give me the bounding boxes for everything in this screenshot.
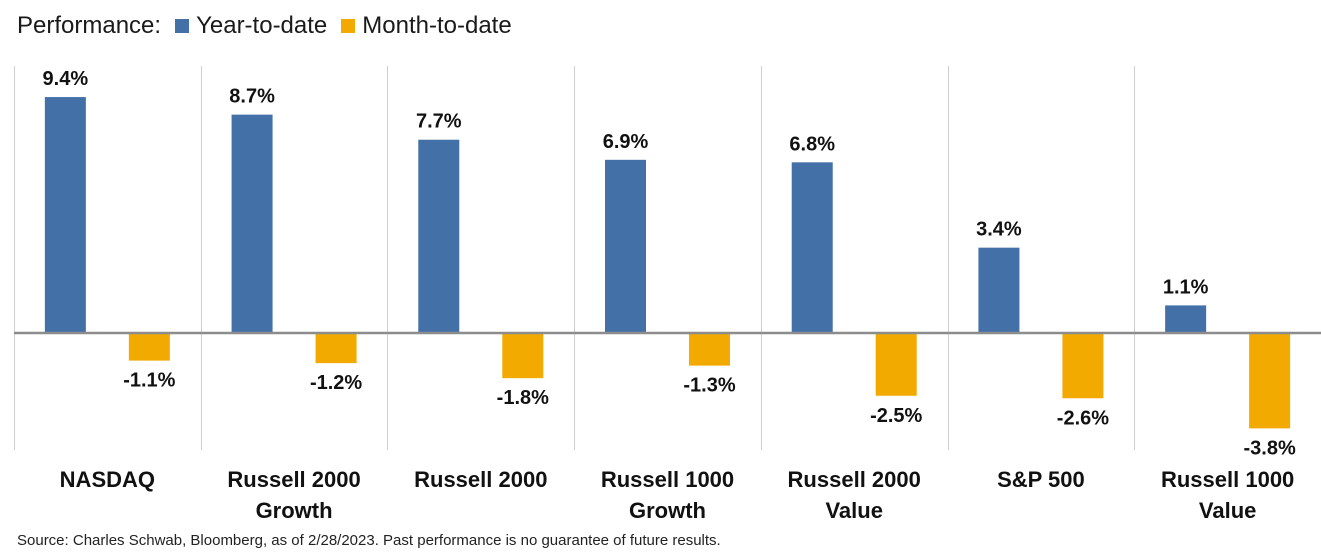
category-label: Russell 2000 — [788, 467, 921, 492]
legend-item-month-to-date: Month-to-date — [341, 12, 512, 40]
category-label: Russell 1000 — [1161, 467, 1294, 492]
mtd-data-label: -1.2% — [310, 372, 362, 394]
ytd-data-label: 3.4% — [976, 219, 1022, 241]
category-label: NASDAQ — [60, 467, 155, 492]
ytd-bar — [791, 162, 833, 333]
category-label: Russell 1000 — [601, 467, 734, 492]
legend-prefix: Performance: — [17, 12, 162, 39]
category-label: Value — [825, 498, 882, 523]
mtd-bar — [315, 333, 357, 364]
mtd-bar — [1249, 333, 1291, 429]
category-label: S&P 500 — [997, 467, 1085, 492]
ytd-bar — [1165, 305, 1207, 333]
mtd-data-label: -2.6% — [1057, 407, 1109, 429]
ytd-data-label: 1.1% — [1163, 276, 1209, 298]
ytd-data-label: 8.7% — [229, 86, 275, 108]
category-label: Growth — [256, 498, 333, 523]
ytd-bar — [231, 114, 273, 333]
legend-swatch-year-to-date — [175, 19, 190, 33]
category-label: Russell 2000 — [227, 467, 360, 492]
mtd-data-label: -1.3% — [683, 375, 735, 397]
mtd-data-label: -3.8% — [1244, 437, 1296, 459]
mtd-bar — [1062, 333, 1104, 399]
legend: Performance: Year-to-date Month-to-date — [17, 10, 512, 42]
category-label: Growth — [629, 498, 706, 523]
ytd-data-label: 7.7% — [416, 111, 462, 133]
mtd-data-label: -1.8% — [497, 387, 549, 409]
mtd-bar — [875, 333, 917, 396]
legend-swatch-month-to-date — [341, 19, 356, 33]
ytd-bar — [978, 247, 1020, 333]
ytd-data-label: 9.4% — [43, 68, 89, 90]
ytd-bar — [44, 97, 86, 333]
mtd-bar — [689, 333, 730, 366]
mtd-data-label: -2.5% — [870, 405, 922, 427]
ytd-bar — [605, 159, 646, 333]
category-label: Russell 2000 — [414, 467, 547, 492]
mtd-data-label: -1.1% — [123, 370, 175, 392]
mtd-bar — [502, 333, 544, 379]
ytd-bar — [418, 139, 460, 333]
legend-label-year-to-date: Year-to-date — [196, 12, 328, 39]
ytd-data-label: 6.8% — [789, 133, 835, 155]
category-label: Value — [1199, 498, 1256, 523]
ytd-data-label: 6.9% — [603, 131, 649, 153]
legend-label-month-to-date: Month-to-date — [362, 12, 512, 39]
source-note: Source: Charles Schwab, Bloomberg, as of… — [17, 532, 721, 549]
mtd-bar — [128, 333, 170, 361]
legend-item-year-to-date: Year-to-date — [175, 12, 327, 40]
